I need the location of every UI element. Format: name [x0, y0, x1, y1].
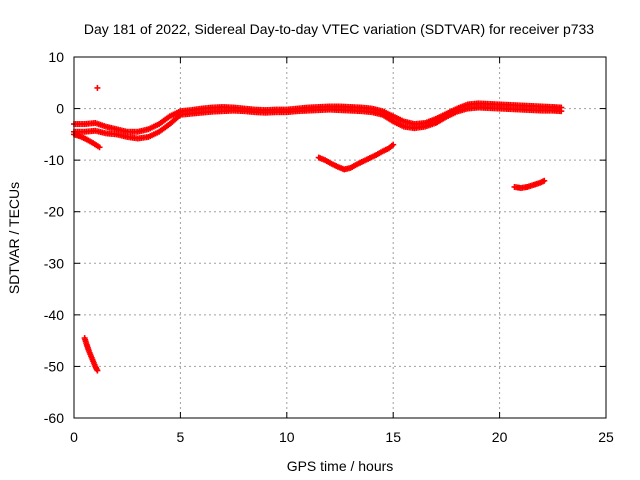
v-shaped-arc-point [390, 141, 397, 148]
late-segment-point [541, 177, 548, 184]
x-tick-label: 15 [385, 429, 401, 445]
chart-title: Day 181 of 2022, Sidereal Day-to-day VTE… [84, 21, 594, 37]
x-tick-label: 20 [492, 429, 508, 445]
x-tick-label: 5 [177, 429, 185, 445]
x-tick-label: 0 [70, 429, 78, 445]
y-tick-label: -60 [44, 410, 64, 426]
y-tick-label: -30 [44, 255, 64, 271]
y-tick-label: -50 [44, 358, 64, 374]
steep-drop-point [94, 367, 101, 374]
y-tick-label: 0 [56, 101, 64, 117]
early-diagonal-point [96, 144, 103, 151]
ticks-layer: 0 5 10 15 20 25 -60 -50 -40 -30 -20 -10 0 10 [44, 49, 614, 445]
plot-frame [73, 56, 607, 419]
y-tick-label: -40 [44, 307, 64, 323]
y-tick-label: -20 [44, 204, 64, 220]
y-axis-label: SDTVAR / TECUs [6, 182, 22, 294]
data-points-layer [71, 84, 565, 374]
outlier-point [94, 84, 101, 91]
y-tick-label: 10 [48, 49, 64, 65]
y-tick-label: -10 [44, 152, 64, 168]
x-axis-label: GPS time / hours [287, 458, 394, 474]
main-band-lower-point [558, 108, 565, 115]
x-tick-label: 10 [279, 429, 295, 445]
x-tick-label: 25 [598, 429, 614, 445]
